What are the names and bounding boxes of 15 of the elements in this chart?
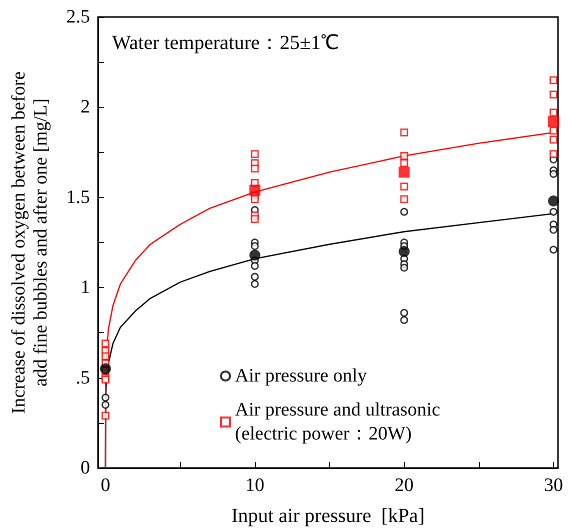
y-tick-label: 1: [80, 277, 90, 298]
y-tick-label: .5: [76, 367, 90, 388]
x-axis-title: Input air pressure [kPa]: [231, 505, 425, 527]
y-tick-label: 0: [80, 458, 90, 478]
y-axis-title: Increase of dissolved oxygen between before add fine bubbles and after one [mg/L]: [8, 71, 52, 414]
x-tick-label: 30: [544, 475, 564, 496]
legend-label: Air pressure only: [235, 366, 368, 386]
y-tick-label: 2.5: [66, 6, 90, 28]
legend-label: Air pressure and ultrasonic (electric power：20W): [235, 400, 440, 444]
x-tick-label: 10: [245, 475, 264, 496]
y-tick-label: 1.5: [66, 186, 90, 208]
x-tick-label: 0: [100, 475, 110, 496]
y-tick-label: 2: [80, 96, 90, 118]
x-tick-label: 20: [394, 475, 414, 496]
annotation: Water temperature：25±1℃: [112, 32, 339, 54]
